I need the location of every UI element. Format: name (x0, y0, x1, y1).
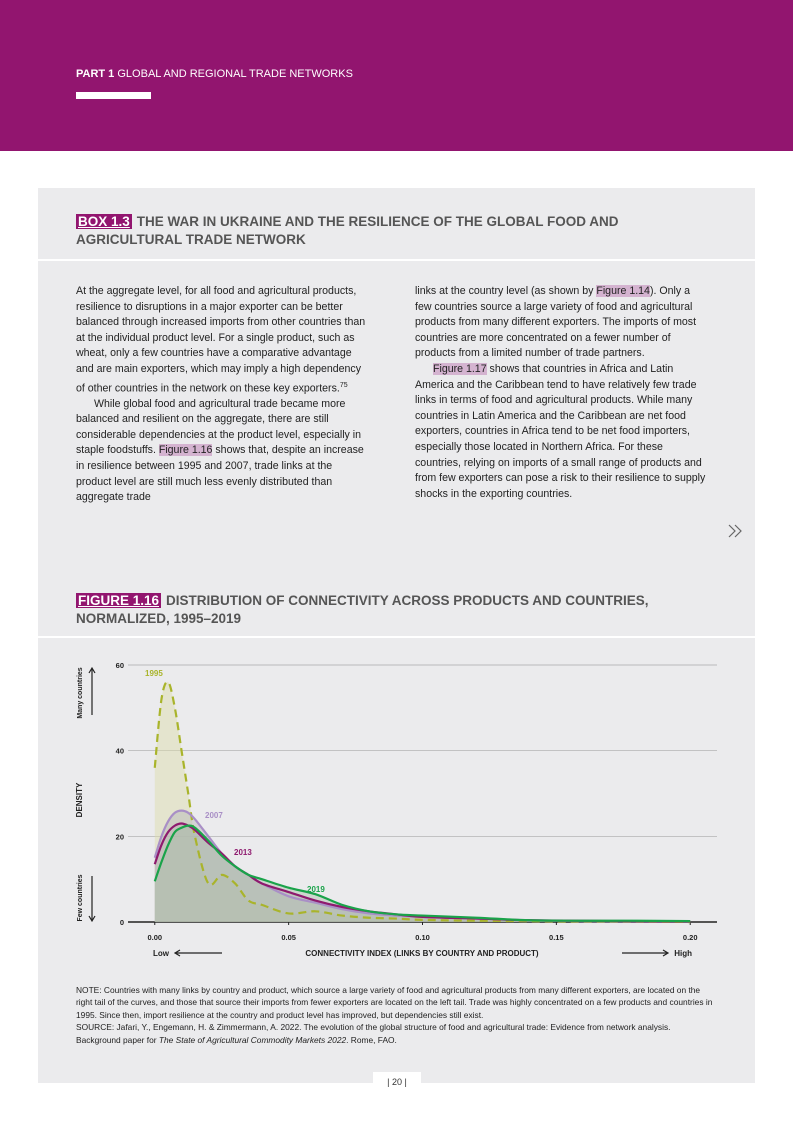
low-label: Low (153, 949, 170, 958)
x-tick-label: 0.05 (281, 933, 296, 942)
header-band (0, 0, 793, 151)
x-tick-label: 0.15 (549, 933, 564, 942)
separator (38, 636, 755, 638)
text-run: . Rome, FAO. (346, 1034, 397, 1045)
notes: NOTE: Countries with many links by count… (76, 984, 716, 1046)
figure-title: DISTRIBUTION OF CONNECTIVITY ACROSS PROD… (76, 593, 649, 626)
text-run: links at the country level (as shown by (415, 285, 597, 297)
x-axis-label: CONNECTIVITY INDEX (LINKS BY COUNTRY AND… (305, 949, 539, 958)
arrow (173, 949, 222, 957)
high-label: High (674, 949, 692, 958)
header-bar (76, 92, 151, 99)
figure-reference: Figure 1.14 (596, 285, 650, 297)
figure-reference: Figure 1.16 (158, 444, 213, 457)
area (154, 681, 691, 922)
many-label: Many countries (77, 667, 84, 718)
paragraph: Figure 1.17 shows that countries in Afri… (415, 362, 707, 502)
line (153, 824, 691, 923)
y-tick-label: 40 (116, 747, 124, 756)
box-background (38, 188, 755, 1083)
note: NOTE: Countries with many links by count… (76, 985, 713, 1020)
arrow (88, 666, 96, 715)
text-run: While global food and agricultural trade… (76, 397, 362, 457)
text-column: links at the country level (as shown by … (415, 284, 707, 502)
figure-reference: Figure 1.17 (433, 362, 487, 375)
separator (38, 259, 755, 261)
footnote-marker: 75 (339, 381, 348, 389)
box-title: THE WAR IN UKRAINE AND THE RESILIENCE OF… (76, 214, 619, 247)
arrow (622, 949, 670, 957)
text-run: shows that countries in Africa and Latin… (415, 362, 706, 500)
box-heading: BOX 1.3 THE WAR IN UKRAINE AND THE RESILI… (76, 213, 716, 249)
few-label: Few countries (77, 874, 84, 921)
series-label: 2019 (307, 885, 325, 894)
text-run: ). Only a few countries source a large v… (415, 285, 697, 360)
box-label: BOX 1.3 (76, 214, 132, 229)
line (153, 680, 691, 924)
series-label: 2013 (234, 848, 252, 857)
italic-run: The State of Agricultural Commodity Mark… (158, 1034, 347, 1045)
part-label: PART 1 (76, 68, 115, 80)
series-label: 1995 (145, 669, 163, 678)
header-text: PART 1 GLOBAL AND REGIONAL TRADE NETWORK… (76, 68, 353, 80)
area (154, 810, 691, 922)
series-label: 2007 (205, 811, 223, 820)
x-tick-label: 0.20 (683, 933, 698, 942)
text-run: At the aggregate level, for all food and… (76, 285, 366, 395)
x-tick-label: 0.00 (147, 933, 162, 942)
source: SOURCE: Jafari, Y., Engemann, H. & Zimme… (76, 1021, 716, 1046)
page-number: | 20 | (373, 1072, 421, 1092)
arrow (88, 876, 96, 923)
y-axis-label: DENSITY (75, 782, 84, 817)
paragraph: links at the country level (as shown by … (415, 284, 707, 362)
x-tick-label: 0.10 (415, 933, 430, 942)
chart: 0 20 40 60 0.00 0.05 0.10 0.15 0.20 1995 2007 2013 2… (75, 661, 717, 958)
figure-heading: FIGURE 1.16 DISTRIBUTION OF CONNECTIVITY … (76, 592, 716, 628)
text-column: At the aggregate level, for all food and… (76, 284, 368, 506)
area (154, 825, 691, 922)
y-tick-label: 0 (120, 918, 124, 927)
paragraph: While global food and agricultural trade… (76, 397, 368, 506)
text-run: SOURCE: Jafari, Y., Engemann, H. & Zimme… (76, 1022, 671, 1045)
part-title: GLOBAL AND REGIONAL TRADE NETWORKS (117, 68, 353, 80)
paragraph: At the aggregate level, for all food and… (76, 284, 368, 397)
continue-icon (728, 524, 742, 538)
text-run: shows that, despite an increase in resil… (76, 444, 364, 504)
y-tick-label: 20 (116, 832, 124, 841)
figure-label: FIGURE 1.16 (76, 593, 162, 608)
y-tick-label: 60 (116, 661, 124, 670)
